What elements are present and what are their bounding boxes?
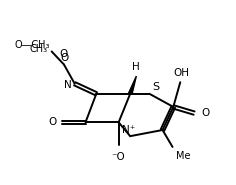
Text: O—CH₃: O—CH₃ — [15, 40, 50, 50]
Text: S: S — [152, 82, 160, 92]
Text: OH: OH — [174, 68, 190, 78]
Text: O: O — [201, 108, 209, 118]
Text: O: O — [61, 53, 69, 63]
Text: N: N — [64, 80, 72, 90]
Text: ⁻O: ⁻O — [112, 152, 126, 162]
Text: O: O — [48, 117, 56, 127]
Polygon shape — [128, 76, 136, 94]
Text: CH₃: CH₃ — [30, 44, 48, 54]
Text: N⁺: N⁺ — [122, 125, 136, 135]
Text: Me: Me — [176, 151, 190, 161]
Text: O: O — [60, 49, 68, 59]
Text: H: H — [132, 62, 139, 72]
